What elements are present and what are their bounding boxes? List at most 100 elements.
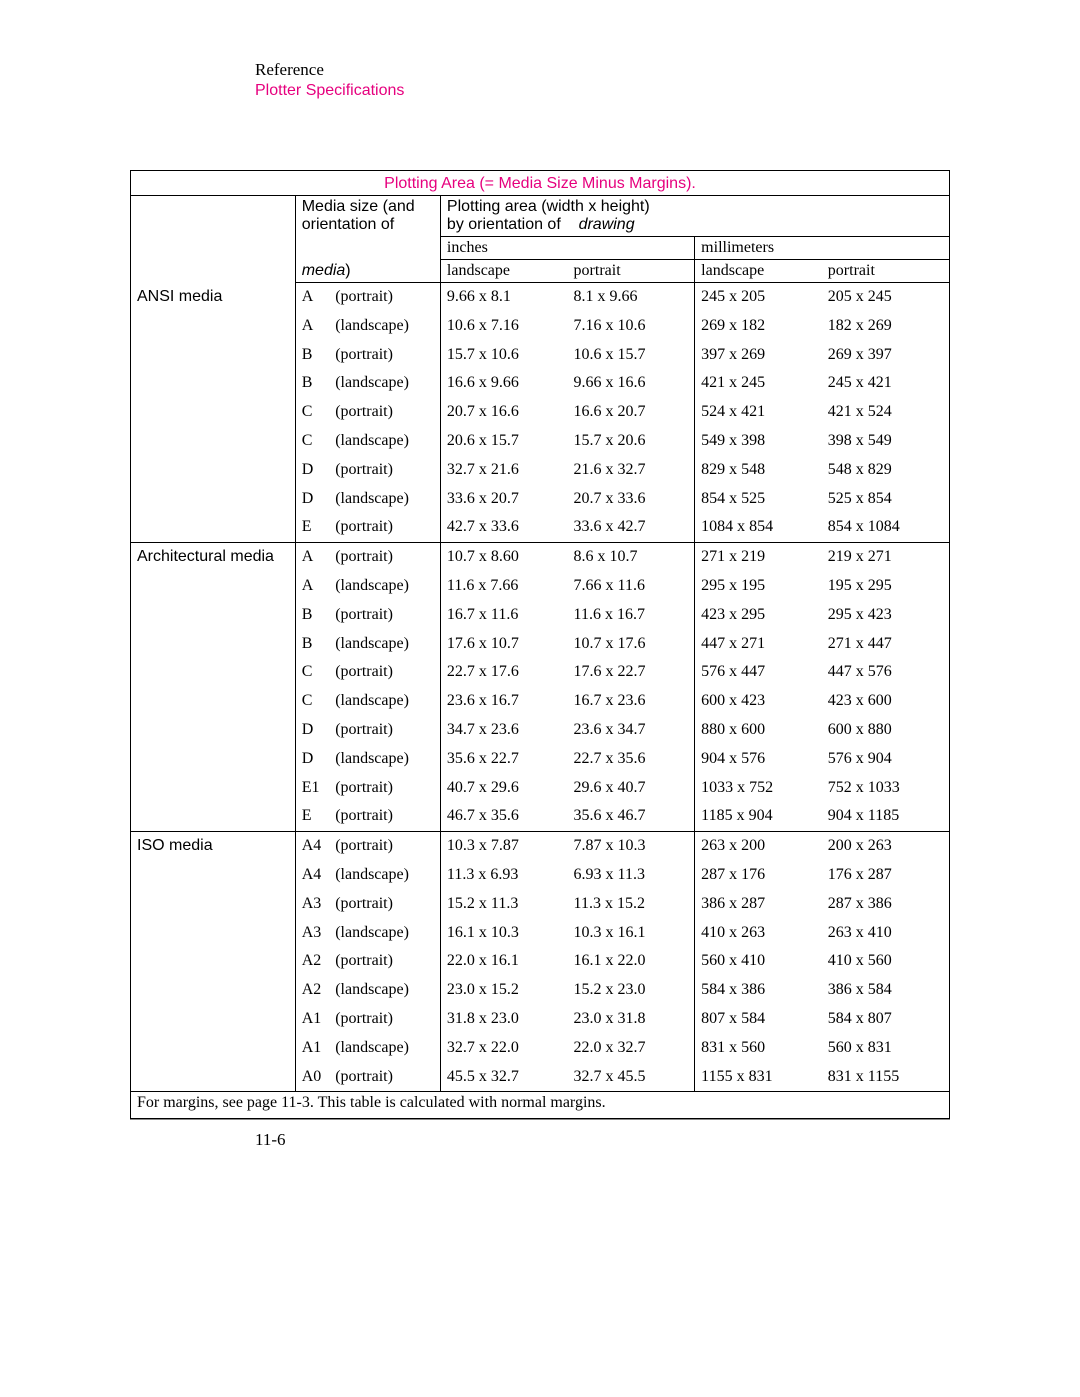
cell-category: Architectural media [131, 543, 295, 572]
table-row: A4(landscape)11.3 x 6.936.93 x 11.3287 x… [131, 861, 949, 890]
cell-category [131, 485, 295, 514]
cell-orientation: (portrait) [329, 1063, 440, 1092]
cell-value: 16.7 x 23.6 [568, 687, 695, 716]
cell-category [131, 1005, 295, 1034]
cell-value: 287 x 176 [695, 861, 822, 890]
cell-category [131, 687, 295, 716]
cell-value: 386 x 287 [695, 890, 822, 919]
cell-size: C [295, 427, 329, 456]
cell-value: 45.5 x 32.7 [440, 1063, 567, 1092]
cell-value: 831 x 1155 [822, 1063, 949, 1092]
header-subtitle: Plotter Specifications [255, 82, 950, 100]
hdr-media-size-3p: ) [345, 262, 350, 279]
cell-value: 205 x 245 [822, 283, 949, 312]
cell-value: 21.6 x 32.7 [568, 456, 695, 485]
cell-value: 447 x 271 [695, 630, 822, 659]
hdr-in-landscape: landscape [440, 260, 567, 283]
cell-value: 46.7 x 35.6 [440, 802, 567, 831]
cell-category [131, 1034, 295, 1063]
cell-value: 15.7 x 20.6 [568, 427, 695, 456]
cell-orientation: (portrait) [329, 283, 440, 312]
cell-value: 584 x 807 [822, 1005, 949, 1034]
cell-size: B [295, 341, 329, 370]
cell-size: A4 [295, 832, 329, 861]
cell-orientation: (landscape) [329, 572, 440, 601]
cell-value: 23.0 x 15.2 [440, 976, 567, 1005]
cell-value: 584 x 386 [695, 976, 822, 1005]
cell-orientation: (portrait) [329, 543, 440, 572]
hdr-mm-landscape: landscape [695, 260, 822, 283]
cell-size: B [295, 601, 329, 630]
cell-value: 829 x 548 [695, 456, 822, 485]
plotting-area-table: Plotting Area (= Media Size Minus Margin… [130, 170, 950, 1119]
cell-size: A2 [295, 976, 329, 1005]
cell-size: A [295, 312, 329, 341]
table-row: A0(portrait)45.5 x 32.732.7 x 45.51155 x… [131, 1063, 949, 1092]
cell-category [131, 572, 295, 601]
table-row: E(portrait)42.7 x 33.633.6 x 42.71084 x … [131, 513, 949, 542]
cell-size: A3 [295, 890, 329, 919]
cell-value: 549 x 398 [695, 427, 822, 456]
cell-value: 16.7 x 11.6 [440, 601, 567, 630]
cell-size: E1 [295, 774, 329, 803]
cell-value: 35.6 x 22.7 [440, 745, 567, 774]
hdr-inches: inches [440, 237, 694, 260]
cell-category: ISO media [131, 832, 295, 861]
cell-value: 1185 x 904 [695, 802, 822, 831]
cell-value: 22.7 x 17.6 [440, 658, 567, 687]
cell-value: 560 x 410 [695, 947, 822, 976]
cell-value: 10.3 x 16.1 [568, 919, 695, 948]
cell-value: 421 x 245 [695, 369, 822, 398]
table-row: D(portrait)34.7 x 23.623.6 x 34.7880 x 6… [131, 716, 949, 745]
cell-value: 807 x 584 [695, 1005, 822, 1034]
cell-value: 29.6 x 40.7 [568, 774, 695, 803]
table-row: B(landscape)17.6 x 10.710.7 x 17.6447 x … [131, 630, 949, 659]
cell-category [131, 312, 295, 341]
table-row: B(portrait)16.7 x 11.611.6 x 16.7423 x 2… [131, 601, 949, 630]
cell-value: 560 x 831 [822, 1034, 949, 1063]
cell-size: D [295, 485, 329, 514]
cell-orientation: (portrait) [329, 456, 440, 485]
cell-value: 600 x 880 [822, 716, 949, 745]
cell-value: 34.7 x 23.6 [440, 716, 567, 745]
cell-value: 20.6 x 15.7 [440, 427, 567, 456]
hdr-media-size-2: orientation of [302, 216, 395, 233]
page-number: 11-6 [255, 1130, 950, 1150]
cell-value: 33.6 x 20.7 [440, 485, 567, 514]
cell-value: 195 x 295 [822, 572, 949, 601]
cell-value: 904 x 576 [695, 745, 822, 774]
cell-value: 32.7 x 45.5 [568, 1063, 695, 1092]
cell-size: D [295, 456, 329, 485]
cell-value: 7.87 x 10.3 [568, 832, 695, 861]
cell-value: 23.6 x 34.7 [568, 716, 695, 745]
cell-value: 32.7 x 21.6 [440, 456, 567, 485]
table-row: C(portrait)22.7 x 17.617.6 x 22.7576 x 4… [131, 658, 949, 687]
cell-value: 23.6 x 16.7 [440, 687, 567, 716]
cell-orientation: (landscape) [329, 976, 440, 1005]
cell-value: 176 x 287 [822, 861, 949, 890]
cell-value: 269 x 182 [695, 312, 822, 341]
cell-value: 880 x 600 [695, 716, 822, 745]
cell-value: 447 x 576 [822, 658, 949, 687]
cell-size: C [295, 398, 329, 427]
cell-value: 548 x 829 [822, 456, 949, 485]
cell-value: 287 x 386 [822, 890, 949, 919]
cell-orientation: (portrait) [329, 658, 440, 687]
hdr-plot-area-2b: drawing [579, 216, 635, 233]
cell-orientation: (portrait) [329, 716, 440, 745]
cell-value: 904 x 1185 [822, 802, 949, 831]
cell-size: C [295, 658, 329, 687]
cell-value: 6.93 x 11.3 [568, 861, 695, 890]
cell-value: 11.3 x 6.93 [440, 861, 567, 890]
cell-value: 1155 x 831 [695, 1063, 822, 1092]
cell-value: 421 x 524 [822, 398, 949, 427]
cell-value: 15.7 x 10.6 [440, 341, 567, 370]
cell-value: 182 x 269 [822, 312, 949, 341]
table-row: A(landscape)11.6 x 7.667.66 x 11.6295 x … [131, 572, 949, 601]
cell-orientation: (landscape) [329, 745, 440, 774]
cell-value: 16.6 x 20.7 [568, 398, 695, 427]
cell-value: 263 x 410 [822, 919, 949, 948]
cell-value: 7.16 x 10.6 [568, 312, 695, 341]
cell-size: A4 [295, 861, 329, 890]
table-body: Media size (and orientation of Plotting … [131, 196, 949, 1091]
